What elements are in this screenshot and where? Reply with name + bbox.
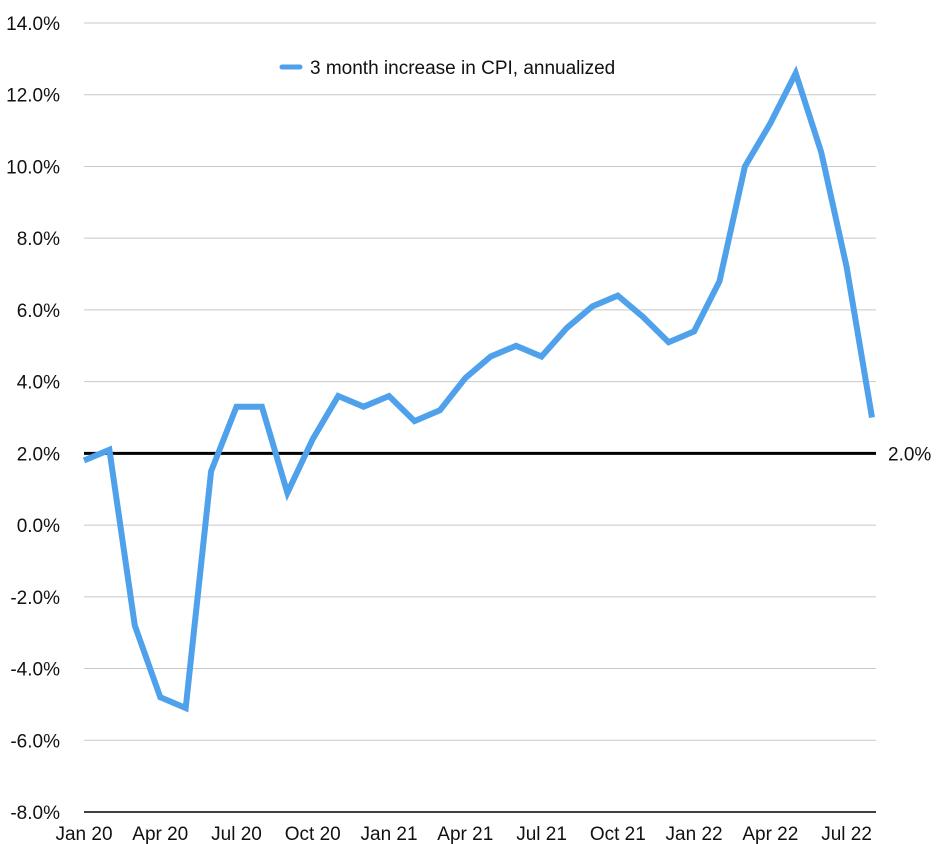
x-tick-label: Oct 21: [590, 824, 646, 844]
legend-label: 3 month increase in CPI, annualized: [310, 58, 615, 79]
y-tick-label: -6.0%: [10, 731, 60, 752]
x-tick-label: Jul 21: [516, 824, 567, 844]
x-tick-label: Apr 21: [437, 824, 493, 844]
y-tick-label: -4.0%: [10, 660, 60, 681]
y-tick-label: 14.0%: [6, 14, 60, 35]
x-tick-label: Jul 22: [821, 824, 872, 844]
y-tick-label: 12.0%: [6, 86, 60, 107]
x-tick-label: Jan 21: [361, 824, 418, 844]
y-tick-label: 0.0%: [17, 516, 60, 537]
y-tick-label: 10.0%: [6, 157, 60, 178]
legend: 3 month increase in CPI, annualized: [279, 58, 615, 79]
x-tick-label: Apr 20: [132, 824, 188, 844]
x-tick-label: Apr 22: [742, 824, 798, 844]
x-tick-label: Jan 22: [666, 824, 723, 844]
y-tick-label: 8.0%: [17, 229, 60, 250]
y-tick-label: 6.0%: [17, 301, 60, 322]
reference-line-label: 2.0%: [888, 444, 931, 465]
reference-line-group: 2.0%: [84, 444, 931, 465]
y-tick-label: -2.0%: [10, 588, 60, 609]
y-tick-label: -8.0%: [10, 803, 60, 824]
y-axis: -8.0% -6.0% -4.0% -2.0% 0.0% 2.0% 4.0% 6.0% 8.0%…: [6, 14, 60, 824]
x-axis: Jan 20 Apr 20 Jul 20 Oct 20 Jan 21 Apr 21 Jul …: [55, 824, 871, 844]
y-tick-label: 4.0%: [17, 373, 60, 394]
x-tick-label: Jul 20: [211, 824, 262, 844]
x-tick-label: Jan 20: [55, 824, 112, 844]
series-line: [82, 65, 875, 713]
x-tick-label: Oct 20: [285, 824, 341, 844]
y-tick-label: 2.0%: [17, 444, 60, 465]
series-group: [82, 65, 875, 713]
